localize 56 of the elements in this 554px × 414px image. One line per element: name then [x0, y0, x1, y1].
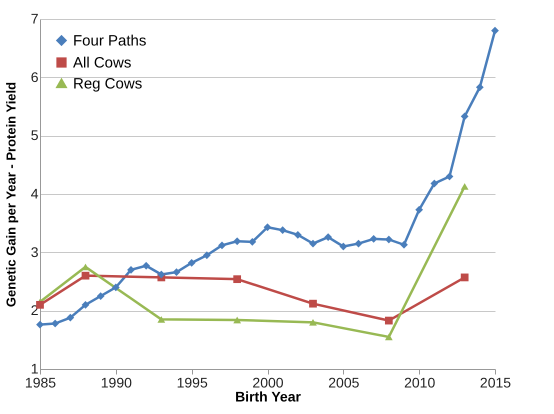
point — [264, 223, 272, 232]
x-tick-label: 1985 — [24, 374, 56, 390]
point — [491, 26, 499, 35]
x-tick-label: 1990 — [100, 374, 132, 390]
point — [339, 242, 348, 250]
point — [324, 233, 332, 242]
point — [157, 316, 166, 323]
x-axis-title: Birth Year — [235, 388, 302, 404]
point — [51, 320, 60, 328]
y-tick-label: 1 — [30, 360, 39, 376]
point — [384, 316, 393, 324]
point — [157, 270, 166, 278]
point — [127, 266, 135, 274]
point — [354, 240, 362, 248]
point — [233, 275, 242, 284]
y-tick-label: 5 — [30, 127, 39, 144]
point — [309, 240, 317, 248]
point — [294, 230, 302, 239]
legend-label: Reg Cows — [73, 76, 142, 92]
y-tick-label: 6 — [30, 68, 39, 85]
point — [400, 240, 408, 249]
x-tick-label: 2010 — [404, 374, 436, 390]
x-tick-label: 2015 — [480, 374, 512, 390]
point — [278, 226, 287, 234]
point — [82, 300, 90, 309]
y-tick-label: 3 — [30, 244, 39, 260]
legend-label: Four Paths — [73, 32, 146, 50]
y-tick-label: 7 — [30, 10, 39, 26]
point — [384, 334, 393, 340]
point — [460, 112, 469, 120]
y-tick-label: 4 — [30, 186, 39, 202]
point — [415, 206, 424, 214]
point — [430, 180, 438, 188]
y-axis-title: Genetic Gain per Year - Protein Yield — [4, 82, 19, 308]
point — [476, 83, 484, 92]
point — [96, 292, 105, 300]
point — [233, 316, 242, 324]
point — [66, 314, 74, 322]
point — [112, 283, 120, 292]
point — [202, 251, 211, 260]
point — [188, 258, 196, 267]
x-tick-label: 2005 — [328, 374, 360, 390]
point — [309, 318, 317, 326]
point — [446, 172, 454, 180]
x-tick-label: 2000 — [252, 374, 284, 390]
point — [36, 320, 44, 329]
point — [309, 300, 317, 308]
point — [460, 274, 469, 282]
point — [460, 183, 469, 190]
point — [233, 237, 242, 246]
x-tick-label: 1995 — [176, 374, 208, 390]
point — [218, 241, 226, 250]
point — [82, 272, 90, 280]
point — [142, 262, 150, 270]
legend-label: All Cows — [73, 54, 132, 72]
point — [172, 268, 180, 276]
